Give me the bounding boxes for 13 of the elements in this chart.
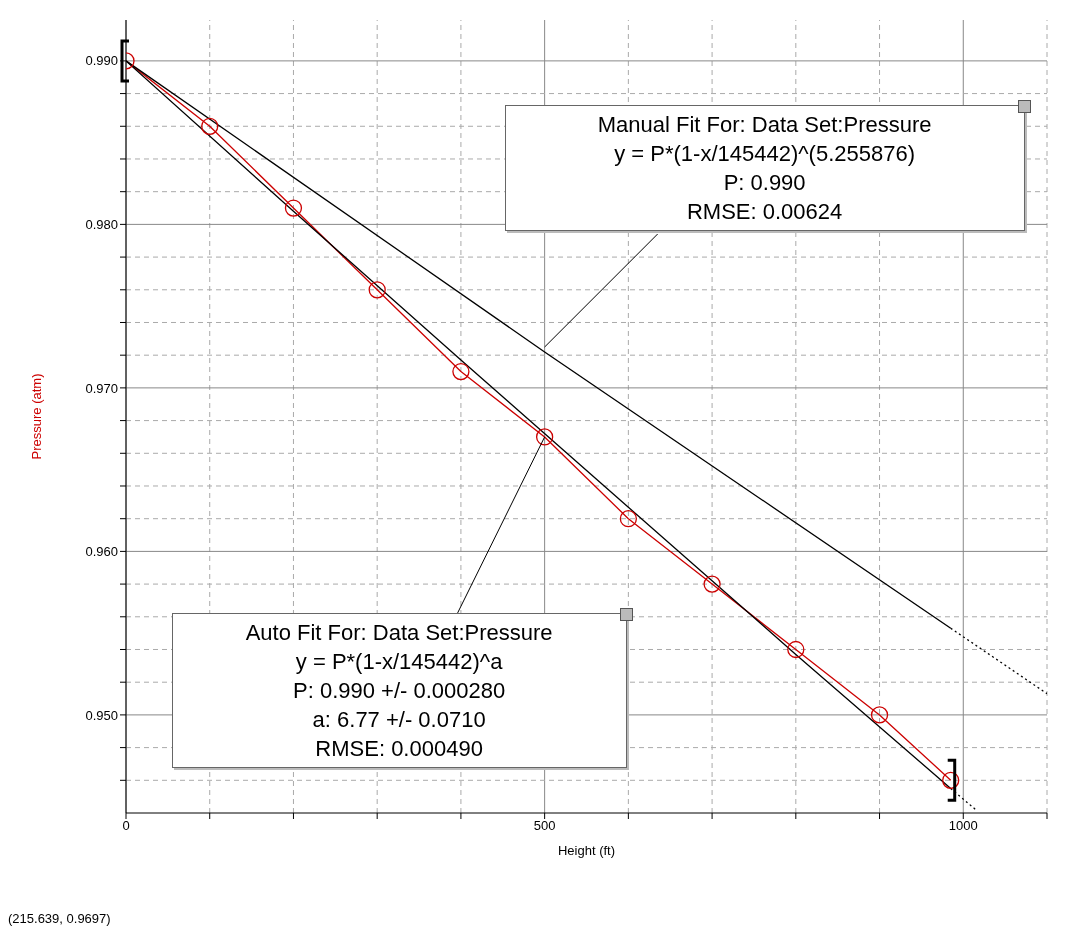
text: (215.639, 0.9697) — [8, 911, 111, 926]
y-tick-label: 0.960 — [85, 544, 118, 560]
y-tick-label: 0.970 — [85, 380, 118, 396]
annotation: Manual Fit For: Data Set:Pressure y = P*(1-x/145442)^(5.255876) P: 0.990 RMSE: 0.00624 — [596, 111, 933, 226]
x-tick-label: 500 — [533, 818, 556, 834]
x-tick-label: 0 — [122, 818, 130, 834]
x-axis-title: Height (ft) — [557, 843, 616, 858]
y-axis-title: Pressure (atm) — [28, 373, 44, 460]
y-tick-label: 0.950 — [85, 707, 118, 723]
x-tick-label: 1000 — [948, 818, 978, 834]
annotation: Auto Fit For: Data Set:Pressure y = P*(1-x/145442)^a P: 0.990 +/- 0.000280 a: 6.77 +/- 0.0710 RMSE: 0.000490 — [244, 618, 554, 763]
y-tick-label: 0.990 — [85, 53, 118, 69]
y-tick-label: 0.980 — [85, 217, 118, 232]
